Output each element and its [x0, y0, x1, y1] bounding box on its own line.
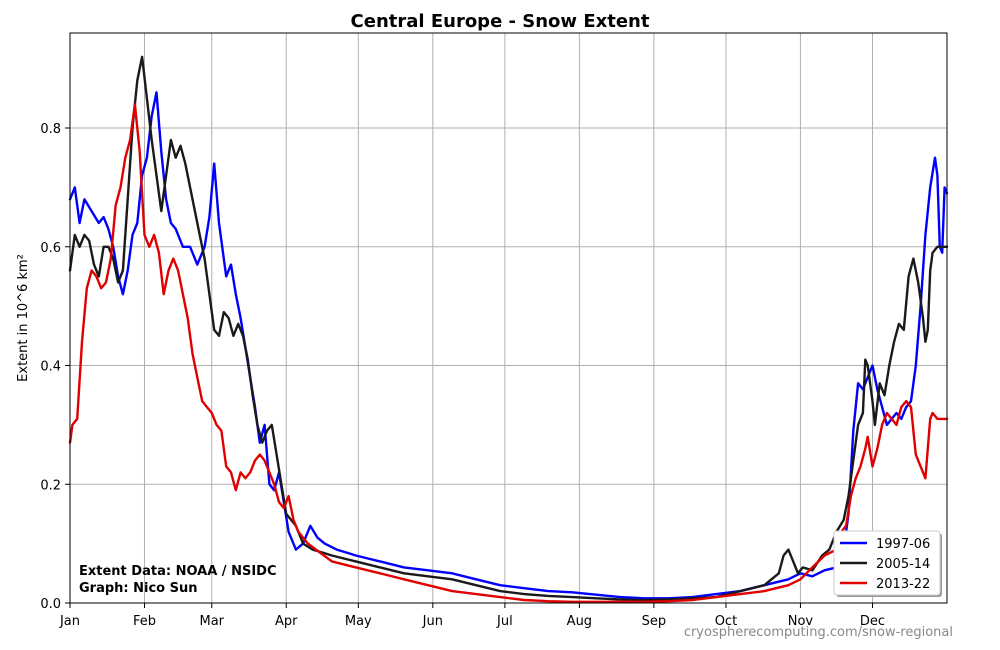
y-axis-label: Extent in 10^6 km² — [16, 254, 31, 382]
x-tick-label: Jun — [422, 614, 443, 629]
y-tick-label: 0.2 — [40, 478, 61, 493]
x-tick-label: Feb — [133, 614, 156, 629]
legend-box — [833, 530, 941, 596]
legend-label: 2005-14 — [876, 557, 930, 572]
y-tick-label: 0.4 — [40, 360, 61, 375]
y-tick-label: 0.6 — [40, 241, 61, 256]
data-source-annotation: Extent Data: NOAA / NSIDC — [79, 564, 276, 579]
x-tick-label: Dec — [860, 614, 885, 629]
x-tick-label: Aug — [567, 614, 592, 629]
legend-label: 1997-06 — [876, 537, 930, 552]
series-line-2005-14 — [68, 55, 949, 602]
series-layer — [68, 55, 949, 603]
legend: 1997-06 2005-14 2013-22 — [833, 530, 942, 597]
x-tick-label: Oct — [715, 614, 737, 629]
x-axis: Jan Feb Mar Apr May Jun Jul Aug Sep Oct Nov Dec — [59, 603, 885, 629]
graph-author-annotation: Graph: Nico Sun — [79, 581, 198, 596]
y-tick-label: 0.0 — [40, 597, 61, 612]
y-axis: 0.0 0.2 0.4 0.6 0.8 — [40, 122, 70, 612]
plot-frame — [69, 32, 948, 604]
x-tick-label: Jan — [59, 614, 80, 629]
series-line-2013-22 — [68, 103, 949, 603]
legend-label: 2013-22 — [876, 577, 930, 592]
credit-text: cryospherecomputing.com/snow-regional — [684, 625, 953, 640]
x-tick-label: Nov — [788, 614, 814, 629]
x-tick-label: Apr — [275, 614, 298, 629]
x-tick-label: May — [345, 614, 372, 629]
series-line-1997-06 — [68, 91, 949, 600]
y-tick-label: 0.8 — [40, 122, 61, 137]
grid-lines — [69, 33, 947, 604]
x-tick-label: Jul — [496, 614, 513, 629]
x-tick-label: Sep — [642, 614, 667, 629]
chart-title: Central Europe - Snow Extent — [351, 11, 650, 32]
x-tick-label: Mar — [199, 614, 224, 629]
